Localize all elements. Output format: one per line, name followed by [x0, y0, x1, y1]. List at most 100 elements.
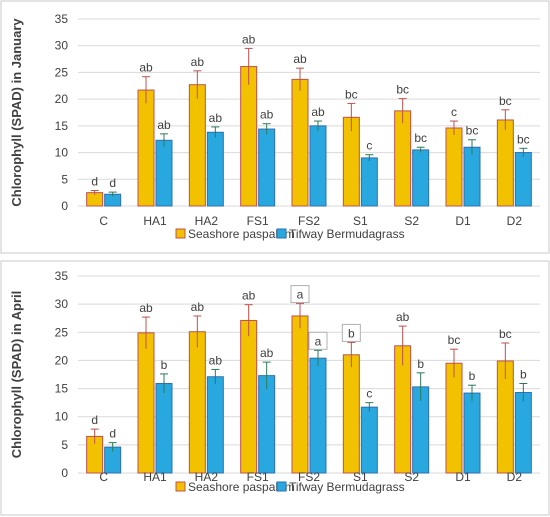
- significance-letter: c: [366, 139, 372, 153]
- legend-swatch: [175, 481, 186, 492]
- bar-tifway-bermudagrass: [309, 125, 327, 207]
- legend-swatch: [276, 228, 287, 239]
- bar-seashore-paspalum: [445, 127, 463, 207]
- letter-box: [341, 323, 361, 342]
- category-label: C: [99, 214, 108, 228]
- significance-letter: b: [520, 368, 527, 382]
- significance-letter: b: [161, 358, 168, 372]
- significance-letter: bc: [345, 87, 358, 101]
- significance-letter: bc: [499, 94, 512, 108]
- category-label: D2: [507, 470, 523, 484]
- y-tick-label: 15: [55, 382, 69, 396]
- y-axis-label: Chlorophyll (SPAD) in January: [9, 18, 24, 207]
- bar-tifway-bermudagrass: [412, 149, 430, 207]
- significance-letter: a: [297, 288, 304, 302]
- significance-letter: ab: [157, 118, 171, 132]
- bar-seashore-paspalum: [445, 362, 463, 474]
- significance-letter: ab: [260, 346, 274, 360]
- bar-seashore-paspalum: [291, 78, 309, 207]
- legend-label: Seashore paspalum: [188, 227, 295, 241]
- y-tick-label: 5: [61, 438, 68, 452]
- bar-tifway-bermudagrass: [258, 128, 276, 207]
- significance-letter: ab: [242, 289, 256, 303]
- y-tick-label: 10: [55, 146, 69, 160]
- y-tick-label: 10: [55, 410, 69, 424]
- significance-letter: d: [91, 175, 98, 189]
- legend-label: Tifway Bermudagrass: [289, 480, 405, 494]
- bar-tifway-bermudagrass: [360, 157, 378, 207]
- category-label: S2: [404, 470, 419, 484]
- significance-letter: ab: [139, 61, 153, 75]
- significance-letter: ab: [209, 353, 223, 367]
- significance-letter: ab: [396, 310, 410, 324]
- significance-letter: d: [109, 176, 116, 190]
- category-label: D1: [455, 214, 471, 228]
- significance-letter: bc: [448, 333, 461, 347]
- significance-letter: bc: [414, 131, 427, 145]
- bar-tifway-bermudagrass: [360, 406, 378, 474]
- significance-letter: bc: [396, 83, 409, 97]
- significance-letter: d: [109, 427, 116, 441]
- bar-seashore-paspalum: [137, 332, 155, 474]
- y-tick-label: 35: [55, 269, 69, 283]
- chart-panel-april: 0 5 10 15 20 25 30 35 Chlorophyll (SPAD) in Apri…: [9, 269, 540, 494]
- significance-letter: bc: [466, 124, 479, 138]
- category-label: D2: [507, 214, 523, 228]
- category-label: HA2: [195, 214, 219, 228]
- category-label: FS2: [298, 214, 320, 228]
- category-label: HA1: [143, 470, 167, 484]
- significance-letter: c: [366, 387, 372, 401]
- category-label: S1: [353, 470, 368, 484]
- bar-seashore-paspalum: [394, 110, 412, 207]
- bar-seashore-paspalum: [342, 354, 360, 474]
- bar-seashore-paspalum: [291, 315, 309, 474]
- category-label: D1: [455, 470, 471, 484]
- letter-box: [308, 331, 328, 350]
- significance-letter: ab: [293, 52, 307, 66]
- y-axis-label: Chlorophyll (SPAD) in April: [9, 291, 24, 459]
- bar-seashore-paspalum: [188, 331, 206, 474]
- y-tick-label: 30: [55, 297, 69, 311]
- bar-seashore-paspalum: [188, 84, 206, 207]
- category-label: FS1: [247, 470, 269, 484]
- bar-tifway-bermudagrass: [155, 383, 173, 474]
- y-tick-label: 25: [55, 325, 69, 339]
- significance-letter: bc: [499, 327, 512, 341]
- y-tick-label: 20: [55, 353, 69, 367]
- significance-letter: ab: [191, 55, 205, 69]
- significance-letter: b: [469, 369, 476, 383]
- bar-seashore-paspalum: [240, 66, 258, 207]
- bar-tifway-bermudagrass: [514, 152, 532, 207]
- y-tick-label: 0: [61, 466, 68, 480]
- bar-tifway-bermudagrass: [463, 392, 481, 474]
- significance-letter: ab: [209, 111, 223, 125]
- bar-seashore-paspalum: [496, 119, 514, 207]
- significance-letter: d: [91, 413, 98, 427]
- y-tick-label: 15: [55, 119, 69, 133]
- legend-swatch: [175, 228, 186, 239]
- category-label: HA1: [143, 214, 167, 228]
- bar-tifway-bermudagrass: [463, 146, 481, 207]
- legend-swatch: [276, 481, 287, 492]
- bar-tifway-bermudagrass: [206, 131, 224, 207]
- y-tick-label: 30: [55, 39, 69, 53]
- legend-label: Seashore paspalum: [188, 480, 295, 494]
- bar-tifway-bermudagrass: [258, 375, 276, 474]
- bar-seashore-paspalum: [240, 319, 258, 474]
- y-tick-label: 0: [61, 199, 68, 213]
- panel-frame-january: [0, 0, 550, 254]
- bar-tifway-bermudagrass: [206, 376, 224, 474]
- category-label: S1: [353, 214, 368, 228]
- category-label: S2: [404, 214, 419, 228]
- significance-letter: ab: [260, 108, 274, 122]
- legend-label: Tifway Bermudagrass: [289, 227, 405, 241]
- category-label: FS2: [298, 470, 320, 484]
- bar-tifway-bermudagrass: [514, 392, 532, 474]
- y-tick-label: 35: [55, 12, 69, 26]
- letter-box: [290, 285, 310, 304]
- category-label: HA2: [195, 470, 219, 484]
- significance-letter: ab: [139, 301, 153, 315]
- significance-letter: b: [348, 326, 355, 340]
- category-label: C: [99, 470, 108, 484]
